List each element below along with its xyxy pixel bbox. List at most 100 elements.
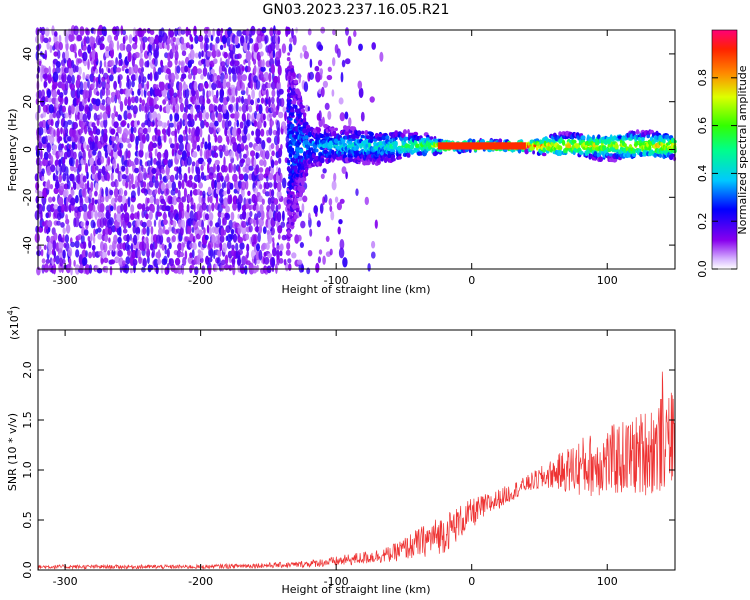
spectrogram-noise-cell	[48, 225, 51, 233]
spectrogram-x-ticks: -300 -200 -100 0 100	[53, 30, 618, 287]
spectrogram-noise-cell	[75, 249, 80, 258]
spectrogram-signal-cell	[361, 130, 365, 135]
spectrogram-noise-cell	[270, 196, 275, 204]
spectrogram-noise-cell	[220, 212, 225, 219]
spectrogram-x-tick-label: -300	[53, 274, 78, 287]
spectrogram-noise-cell	[220, 175, 224, 182]
spectrogram-noise-cell	[153, 96, 159, 102]
spectrogram-noise-cell	[248, 105, 253, 113]
spectrogram-noise-cell	[52, 144, 57, 151]
spectrogram-noise-cell	[133, 234, 138, 246]
spectrogram-noise-cell	[327, 66, 332, 73]
spectrogram-noise-cell	[175, 228, 182, 234]
spectrogram-noise-cell	[187, 73, 193, 80]
spectrogram-noise-cell	[246, 250, 249, 259]
spectrogram-noise-cell	[57, 118, 60, 125]
spectrogram-signal-cell	[309, 147, 314, 151]
spectrogram-noise-cell	[99, 66, 102, 74]
spectrogram-noise-cell	[180, 251, 184, 258]
snr-y-ticks: 0.0 0.5 1.0 1.5 2.0	[21, 361, 675, 579]
spectrogram-noise-cell	[280, 97, 285, 108]
spectrogram-noise-cell	[198, 182, 204, 189]
spectrogram-noise-cell	[219, 242, 223, 252]
spectrogram-noise-cell	[332, 57, 336, 67]
spectrogram-noise-cell	[156, 113, 161, 121]
spectrogram-noise-cell	[208, 157, 212, 165]
spectrogram-noise-cell	[255, 79, 261, 90]
spectrogram-noise-cell	[95, 128, 101, 136]
spectrogram-noise-cell	[241, 74, 247, 82]
spectrogram-noise-cell	[108, 217, 114, 226]
spectrogram-noise-cell	[91, 37, 96, 44]
spectrogram-noise-cell	[85, 220, 90, 226]
spectrogram-signal-cell	[327, 158, 331, 163]
spectrogram-noise-cell	[61, 143, 64, 149]
spectrogram-noise-cell	[200, 120, 205, 129]
spectrogram-noise-cell	[169, 113, 173, 122]
spectrogram-noise-cell	[253, 187, 258, 194]
spectrogram-signal-cell	[293, 165, 298, 170]
spectrogram-noise-cell	[58, 149, 64, 157]
spectrogram-noise-cell	[315, 262, 320, 273]
spectrogram-noise-cell	[83, 141, 87, 150]
spectrogram-noise-cell	[240, 89, 246, 96]
spectrogram-noise-cell	[326, 74, 333, 81]
spectrogram-noise-cell	[196, 90, 200, 100]
spectrogram-noise-cell	[195, 104, 201, 114]
spectrogram-noise-cell	[152, 142, 158, 149]
spectrogram-noise-cell	[243, 98, 249, 105]
spectrogram-noise-cell	[149, 72, 153, 82]
spectrogram-noise-cell	[174, 257, 181, 266]
spectrogram-noise-cell	[83, 124, 88, 135]
spectrogram-noise-cell	[231, 244, 235, 250]
spectrogram-noise-cell	[55, 255, 60, 265]
spectrogram-noise-cell	[278, 258, 284, 264]
spectrogram-noise-cell	[197, 68, 202, 75]
spectrogram-noise-cell	[207, 186, 212, 195]
spectrogram-noise-cell	[107, 89, 111, 96]
spectrogram-noise-cell	[276, 120, 280, 132]
spectrogram-noise-cell	[344, 58, 351, 65]
spectrogram-noise-cell	[116, 90, 121, 100]
spectrogram-y-tick-label: 40	[21, 47, 34, 61]
spectrogram-noise-cell	[277, 64, 282, 76]
spectrogram-noise-cell	[262, 113, 266, 121]
spectrogram-noise-cell	[119, 79, 122, 89]
spectrogram-y-tick-label: -20	[21, 188, 34, 206]
spectrogram-noise-cell	[130, 96, 136, 104]
spectrogram-noise-cell	[101, 99, 106, 106]
spectrogram-noise-cell	[226, 173, 230, 182]
spectrogram-noise-cell	[122, 44, 126, 51]
spectrogram-noise-cell	[194, 266, 199, 275]
spectrogram-noise-cell	[341, 59, 346, 68]
spectrogram-noise-cell	[88, 130, 94, 136]
spectrogram-noise-cell	[101, 250, 107, 260]
spectrogram-noise-cell	[245, 157, 251, 167]
spectrogram-noise-cell	[265, 242, 270, 250]
spectrogram-noise-cell	[228, 66, 232, 76]
spectrogram-noise-cell	[322, 255, 326, 265]
spectrogram-noise-cell	[47, 97, 53, 103]
spectrogram-noise-cell	[94, 190, 98, 197]
spectrogram-signal-cell	[626, 152, 632, 158]
spectrogram-noise-cell	[110, 205, 114, 212]
spectrogram-noise-cell	[277, 203, 281, 210]
spectrogram-noise-cell	[59, 182, 65, 191]
snr-multiplier: (x104)	[6, 306, 21, 340]
spectrogram-noise-cell	[34, 210, 40, 221]
spectrogram-noise-cell	[146, 225, 150, 237]
spectrogram-noise-cell	[196, 166, 201, 177]
colorbar-frame	[711, 29, 738, 270]
spectrogram-noise-cell	[99, 202, 105, 213]
spectrogram-noise-cell	[240, 35, 245, 47]
spectrogram-noise-cell	[226, 111, 230, 121]
spectrogram-noise-cell	[142, 167, 147, 173]
spectrogram-noise-cell	[94, 182, 99, 192]
spectrogram-noise-cell	[166, 68, 171, 75]
spectrogram-noise-cell	[78, 48, 82, 58]
spectrogram-noise-cell	[273, 75, 279, 84]
spectrogram-noise-cell	[183, 135, 186, 142]
spectrogram-noise-cell	[200, 41, 204, 50]
spectrogram-noise-cell	[127, 244, 131, 250]
spectrogram-noise-cell	[225, 213, 231, 220]
